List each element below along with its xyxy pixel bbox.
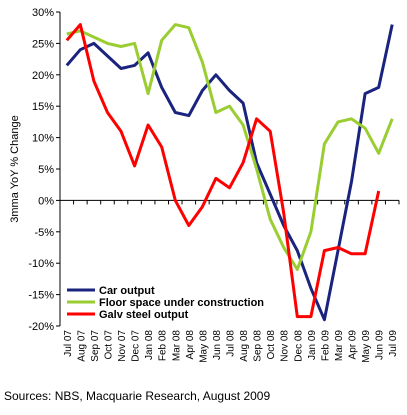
y-tick-label: 0% (38, 195, 54, 207)
legend-box (64, 282, 280, 320)
y-tick-label: -10% (28, 258, 54, 270)
x-tick-label: Feb 08 (158, 330, 169, 362)
x-tick-label: Nov 08 (280, 330, 291, 362)
x-tick-label: May 09 (361, 330, 372, 363)
x-tick-label: Jan 09 (307, 330, 318, 360)
x-tick-label: Jul 09 (388, 330, 399, 357)
x-tick-label: Jun 08 (212, 330, 223, 360)
x-tick-label: Feb 09 (320, 330, 331, 362)
x-tick-label: Jan 08 (144, 330, 155, 360)
source-note: Sources: NBS, Macquarie Research, August… (4, 389, 271, 403)
x-tick-label: Nov 07 (117, 330, 128, 362)
x-tick-label: Apr 08 (185, 330, 196, 360)
y-axis-title: 3mma YoY % Change (9, 115, 21, 222)
y-tick-label: -5% (34, 227, 54, 239)
x-tick-label: May 08 (198, 330, 209, 363)
x-tick-label: Aug 08 (239, 330, 250, 362)
y-tick-label: 25% (32, 38, 54, 50)
x-tick-label: Dec 07 (131, 330, 142, 362)
legend-label: Floor space under construction (99, 297, 264, 309)
x-tick-label: Dec 08 (293, 330, 304, 362)
y-tick-label: 30% (32, 7, 54, 19)
series-line (66, 23, 394, 271)
y-tick-label: -15% (28, 290, 54, 302)
legend-label: Galv steel output (99, 309, 189, 321)
x-tick-label: Oct 07 (103, 330, 114, 360)
plot-area: -20% -15% -10% -5% 0% 5% 10% 15% 20% 25% 30% Jul 0… (28, 7, 400, 363)
x-tick-label: Sep 08 (253, 330, 264, 362)
series-group (65, 23, 394, 322)
y-tick-label: 10% (32, 133, 54, 145)
legend-label: Car output (99, 285, 155, 297)
series-line (65, 24, 394, 322)
x-tick-label: Apr 09 (348, 330, 359, 360)
y-tick-label: 15% (32, 101, 54, 113)
y-tick-label: -20% (28, 321, 54, 333)
x-tick-label: Oct 08 (266, 330, 277, 360)
y-tick-label: 5% (38, 164, 54, 176)
y-tick-label: 20% (32, 70, 54, 82)
x-tick-label: Mar 09 (334, 330, 345, 362)
series-line (65, 23, 381, 319)
x-tick-label: Sep 07 (90, 330, 101, 362)
x-tick-label: Mar 08 (171, 330, 182, 362)
y-ticks: -20% -15% -10% -5% 0% 5% 10% 15% 20% 25% 30% (28, 7, 60, 333)
x-tick-label: Jul 08 (226, 330, 237, 357)
x-tick-label: Aug 07 (76, 330, 87, 362)
x-tick-label: Jul 07 (63, 330, 74, 357)
x-ticks: Jul 07 Aug 07 Sep 07 Oct 07 Nov 07 Dec 07 Jan … (59, 200, 400, 363)
x-tick-label: Jun 09 (375, 330, 386, 360)
